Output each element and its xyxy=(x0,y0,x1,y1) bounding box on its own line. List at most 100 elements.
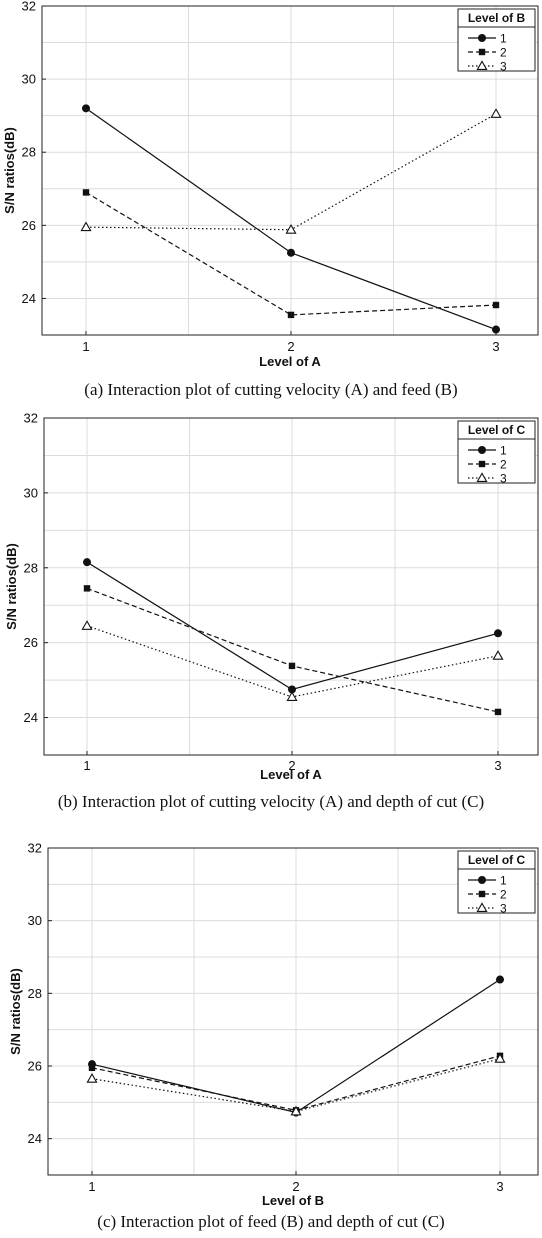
series-1 xyxy=(82,104,500,334)
data-point xyxy=(490,108,502,118)
y-tick-label: 28 xyxy=(24,560,38,575)
chart-panel-b: 24 26 28 30 32 1 2 3 Level of A S/N ratios(dB) Lev… xyxy=(0,411,542,822)
x-tick-label: 3 xyxy=(492,339,499,354)
legend-title: Level of C xyxy=(468,423,526,437)
data-point xyxy=(81,620,93,630)
y-tick-label: 26 xyxy=(28,1059,42,1074)
data-point xyxy=(494,1053,506,1063)
legend-marker xyxy=(476,60,488,70)
legend-label: 3 xyxy=(500,472,507,486)
data-point xyxy=(287,248,295,257)
legend-title: Level of B xyxy=(468,11,526,25)
data-point xyxy=(83,558,91,567)
data-point xyxy=(88,1064,96,1072)
legend-box xyxy=(457,8,536,72)
data-point xyxy=(492,325,500,334)
y-tick-label: 24 xyxy=(28,1131,42,1146)
legend-marker xyxy=(476,472,488,482)
y-tick-label: 30 xyxy=(24,485,38,500)
chart-panel-c: 24 26 28 30 32 1 2 3 Level of B S/N ratios(dB) Lev… xyxy=(0,828,542,1238)
data-point xyxy=(285,224,297,234)
legend-label: 2 xyxy=(500,46,507,60)
x-tick-label: 2 xyxy=(287,339,294,354)
data-point xyxy=(288,685,296,694)
series-line xyxy=(91,1058,501,1113)
data-point xyxy=(82,104,90,113)
legend-label: 2 xyxy=(500,888,507,902)
x-tick-label: 1 xyxy=(82,339,89,354)
caption-c: (c) Interaction plot of feed (B) and dep… xyxy=(97,1212,445,1231)
legend-box xyxy=(457,420,536,484)
data-point xyxy=(496,975,504,984)
legend: Level of B 123 xyxy=(457,8,536,74)
legend-marker xyxy=(478,876,486,884)
data-point xyxy=(494,629,502,638)
legend-title: Level of C xyxy=(468,853,526,867)
data-point xyxy=(288,662,296,670)
x-tick-label: 1 xyxy=(83,758,90,773)
y-tick-label: 32 xyxy=(24,411,38,426)
legend-marker xyxy=(478,446,486,454)
legend-label: 2 xyxy=(500,458,507,472)
x-tick-label: 3 xyxy=(494,758,501,773)
data-point xyxy=(86,1073,98,1083)
data-point xyxy=(80,221,92,232)
series-2 xyxy=(82,189,500,319)
legend-label: 3 xyxy=(500,902,507,916)
chart-panel-a: 24 26 28 30 32 1 2 3 Level of A S/N ratios(dB) Lev… xyxy=(0,0,542,410)
caption-b: (b) Interaction plot of cutting velocity… xyxy=(57,792,485,811)
y-tick-label: 28 xyxy=(22,145,36,160)
x-tick-label: 1 xyxy=(88,1179,95,1194)
y-tick-label: 28 xyxy=(28,986,42,1001)
series-3 xyxy=(80,108,502,234)
x-axis-label: Level of B xyxy=(262,1193,324,1208)
x-axis-label: Level of A xyxy=(259,354,321,369)
plot-frame xyxy=(43,417,539,756)
legend-marker xyxy=(478,460,486,468)
series-2 xyxy=(83,585,502,716)
y-tick-label: 30 xyxy=(28,913,42,928)
legend: Level of C 123 xyxy=(457,850,536,916)
y-tick-label: 26 xyxy=(24,635,38,650)
plot-frame xyxy=(47,847,539,1176)
legend-label: 1 xyxy=(500,32,507,46)
data-point xyxy=(287,311,295,319)
y-tick-label: 24 xyxy=(24,710,38,725)
series-3 xyxy=(86,1053,506,1116)
y-tick-label: 24 xyxy=(22,291,36,306)
legend-box xyxy=(457,850,536,914)
data-point xyxy=(290,1105,302,1116)
y-tick-label: 26 xyxy=(22,218,36,233)
legend-label: 1 xyxy=(500,444,507,458)
legend-label: 1 xyxy=(500,874,507,888)
data-point xyxy=(83,585,91,592)
y-tick-label: 32 xyxy=(28,841,42,856)
x-tick-label: 2 xyxy=(288,758,295,773)
y-tick-label: 32 xyxy=(22,0,36,14)
y-axis-label: S/N ratios(dB) xyxy=(4,543,19,630)
x-tick-label: 3 xyxy=(496,1179,503,1194)
data-point xyxy=(492,650,504,660)
caption-a: (a) Interaction plot of cutting velocity… xyxy=(84,380,458,399)
grid xyxy=(42,5,538,336)
data-point xyxy=(494,708,502,716)
data-point xyxy=(492,301,500,309)
plot-frame xyxy=(41,5,539,336)
legend-marker xyxy=(478,890,486,898)
y-axis-label: S/N ratios(dB) xyxy=(8,968,23,1055)
x-axis-label: Level of A xyxy=(260,767,322,782)
legend-marker xyxy=(478,34,486,42)
legend-marker xyxy=(478,48,486,56)
legend: Level of C 123 xyxy=(457,420,536,486)
data-point xyxy=(82,189,90,196)
y-axis-label: S/N ratios(dB) xyxy=(2,127,17,214)
legend-marker xyxy=(476,902,488,912)
y-tick-label: 30 xyxy=(22,72,36,87)
series-3 xyxy=(81,620,504,701)
legend-label: 3 xyxy=(500,60,507,74)
series-1 xyxy=(83,558,502,694)
data-point xyxy=(286,691,298,701)
